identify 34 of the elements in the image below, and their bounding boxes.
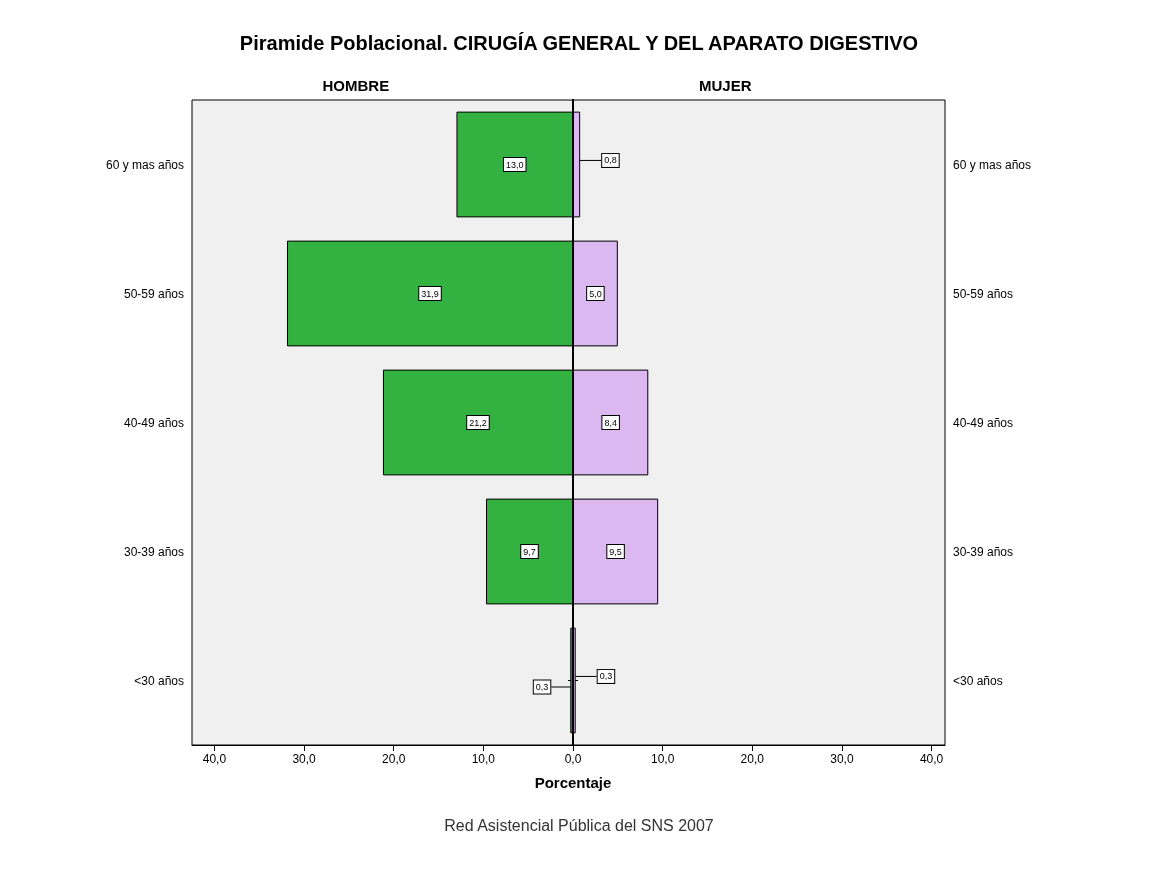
- y-tick-label: <30 años: [134, 673, 184, 688]
- data-label: 9,5: [609, 546, 622, 557]
- y-tick-label: <30 años: [953, 673, 1003, 688]
- x-tick-label: 40,0: [202, 752, 227, 766]
- data-label: 5,0: [589, 288, 602, 299]
- y-tick-label: 30-39 años: [953, 544, 1014, 559]
- data-label: 9,7: [523, 546, 536, 557]
- x-tick-label: 10,0: [650, 752, 675, 766]
- y-tick-label: 60 y mas años: [953, 157, 1032, 172]
- data-label: 0,8: [604, 155, 617, 166]
- x-tick-label: 40,0: [919, 752, 944, 766]
- data-label: 21,2: [469, 417, 487, 428]
- y-tick-label: 40-49 años: [123, 415, 184, 430]
- x-tick-label: 20,0: [382, 752, 406, 766]
- x-tick-label: 30,0: [830, 752, 854, 766]
- x-tick-label: 0,0: [564, 752, 582, 766]
- x-tick-label: 20,0: [740, 752, 765, 766]
- data-label: 0,3: [535, 682, 549, 692]
- y-tick-label: 60 y mas años: [105, 157, 184, 172]
- data-label: 8,4: [604, 417, 617, 428]
- y-tick-label: 30-39 años: [123, 544, 184, 559]
- data-label: 31,9: [421, 288, 439, 299]
- data-label: 13,0: [505, 159, 524, 170]
- text: MUJER: [699, 77, 752, 94]
- text: Red Asistencial Pública del SNS 2007: [443, 817, 715, 835]
- text: HOMBRE: [322, 77, 390, 94]
- y-tick-label: 50-59 años: [953, 286, 1014, 301]
- x-tick-label: 10,0: [471, 752, 496, 766]
- x-tick-label: 30,0: [292, 752, 317, 766]
- chart-title: Piramide Poblacional. CIRUGÍA GENERAL Y DEL APARATO DIGESTIVO: [238, 32, 920, 55]
- y-tick-label: 40-49 años: [953, 415, 1014, 430]
- y-tick-label: 50-59 años: [123, 286, 184, 301]
- x-axis-title: Porcentaje: [533, 774, 613, 791]
- data-label: 0,3: [599, 671, 613, 682]
